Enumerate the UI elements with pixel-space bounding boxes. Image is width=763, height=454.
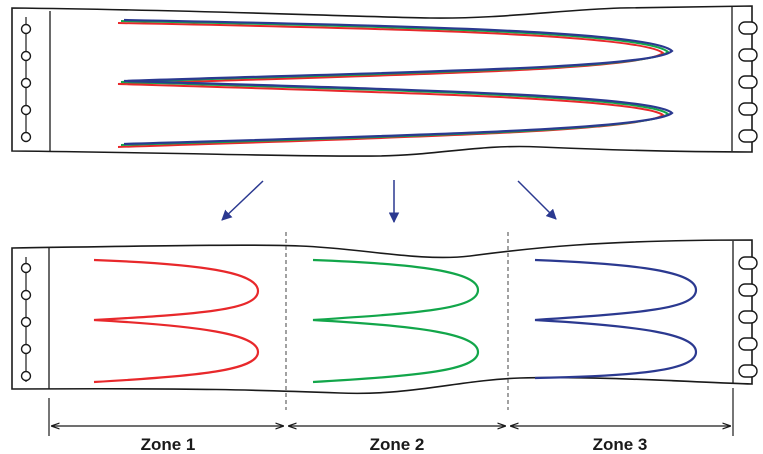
sprocket-hole — [20, 370, 32, 382]
separation-arrows — [221, 180, 557, 224]
zone2-label: Zone 2 — [370, 435, 425, 454]
sprocket-hole — [20, 343, 32, 355]
sprocket-hole — [20, 316, 32, 328]
sprocket-slot — [738, 75, 758, 89]
sprocket-hole — [20, 262, 32, 274]
bottom-strip — [11, 232, 758, 410]
trace-zone1 — [93, 258, 260, 384]
zone3-label: Zone 3 — [593, 435, 648, 454]
sprocket-hole — [20, 289, 32, 301]
sprocket-slot — [738, 283, 758, 297]
sprocket-slot — [738, 21, 758, 35]
sprocket-slot — [738, 129, 758, 143]
sprocket-hole — [20, 104, 32, 116]
sprocket-hole — [20, 77, 32, 89]
trace-zone3 — [534, 258, 698, 380]
arrow-to-zone1 — [221, 180, 264, 221]
trace-zone3-combined — [123, 18, 674, 146]
arrow-to-zone3 — [517, 180, 557, 220]
sprocket-slot — [738, 364, 758, 378]
sprocket-slot — [738, 48, 758, 62]
sprocket-slot — [738, 102, 758, 116]
sprocket-hole — [20, 131, 32, 143]
sprocket-hole — [20, 50, 32, 62]
trace-zone2 — [312, 258, 480, 384]
zone-dimensions: Zone 1 Zone 2 Zone 3 — [48, 388, 734, 454]
bottom-strip-outline — [11, 239, 753, 395]
top-strip-outline — [11, 5, 753, 157]
top-strip — [11, 5, 758, 157]
zone1-label: Zone 1 — [141, 435, 196, 454]
sprocket-slot — [738, 256, 758, 270]
sprocket-hole — [20, 23, 32, 35]
sprocket-slot — [738, 310, 758, 324]
sprocket-slot — [738, 337, 758, 351]
